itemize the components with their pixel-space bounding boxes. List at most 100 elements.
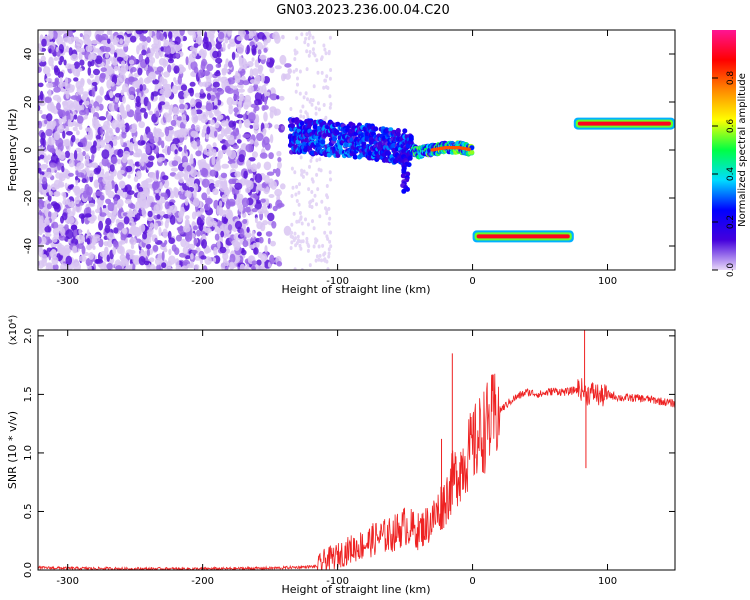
- heatmap-noise-blob: [161, 251, 165, 262]
- heatmap-noise-blob: [171, 84, 179, 95]
- heatmap-noise-blob: [177, 171, 185, 178]
- heatmap-noise-blob: [245, 143, 254, 153]
- snr-x-tick-label: 100: [598, 576, 617, 587]
- heatmap-noise-blob: [178, 190, 182, 196]
- heatmap-noise-blob: [256, 259, 262, 266]
- heatmap-noise-blob: [284, 63, 292, 68]
- heatmap-noise-blob: [175, 53, 180, 58]
- heatmap-noise-blob: [298, 211, 302, 215]
- heatmap-noise-blob: [86, 244, 93, 251]
- heatmap-noise-blob: [324, 78, 327, 83]
- heatmap-noise-blob: [303, 40, 307, 45]
- heatmap-noise-blob: [72, 36, 80, 42]
- heatmap-noise-blob: [290, 166, 294, 171]
- heatmap-noise-blob: [280, 125, 286, 131]
- heatmap-noise-blob: [311, 35, 315, 40]
- heatmap-noise-blob: [42, 138, 46, 148]
- heatmap-noise-blob: [45, 155, 49, 165]
- heatmap-noise-blob: [316, 101, 320, 106]
- heatmap-noise-blob: [38, 89, 41, 96]
- heatmap-noise-blob: [227, 61, 233, 68]
- heatmap-noise-blob: [242, 219, 248, 224]
- heatmap-noise-blob: [120, 60, 126, 67]
- heatmap-noise-blob: [39, 174, 43, 181]
- heatmap-noise-blob: [234, 72, 241, 81]
- heatmap-noise-blob: [297, 190, 301, 195]
- heatmap-noise-blob: [74, 196, 80, 205]
- heatmap-noise-blob: [44, 119, 48, 125]
- heatmap-trace-blob: [395, 128, 401, 133]
- heatmap-noise-blob: [308, 200, 312, 205]
- heatmap-noise-blob: [208, 146, 215, 156]
- heatmap-noise-blob: [145, 183, 154, 189]
- heatmap-noise-blob: [174, 43, 182, 52]
- heatmap-noise-blob: [225, 248, 230, 254]
- heatmap-noise-blob: [65, 90, 70, 100]
- heatmap-noise-blob: [197, 69, 204, 79]
- heatmap-noise-blob: [60, 227, 65, 236]
- heatmap-noise-blob: [223, 229, 230, 235]
- heatmap-noise-blob: [179, 225, 183, 232]
- heatmap-noise-blob: [113, 204, 118, 214]
- heatmap-noise-blob: [294, 243, 298, 248]
- heatmap-noise-blob: [199, 92, 206, 98]
- heatmap-noise-blob: [192, 31, 196, 41]
- heatmap-x-tick-label: -300: [56, 276, 79, 287]
- heatmap-noise-blob: [93, 167, 101, 175]
- heatmap-noise-blob: [130, 68, 133, 74]
- heatmap-noise-blob: [157, 157, 163, 163]
- heatmap-noise-blob: [259, 54, 267, 60]
- heatmap-noise-blob: [213, 257, 217, 263]
- heatmap-trace-blob: [405, 186, 410, 192]
- heatmap-noise-blob: [148, 257, 155, 263]
- heatmap-noise-blob: [257, 32, 265, 40]
- heatmap-noise-blob: [120, 102, 124, 113]
- heatmap-noise-blob: [305, 32, 309, 37]
- heatmap-noise-blob: [277, 157, 282, 163]
- heatmap-noise-blob: [326, 236, 330, 241]
- heatmap-noise-blob: [163, 104, 172, 110]
- heatmap-noise-blob: [152, 181, 157, 191]
- heatmap-noise-blob: [82, 91, 89, 97]
- heatmap-noise-blob: [205, 134, 209, 140]
- heatmap-noise-blob: [45, 262, 53, 267]
- heatmap-noise-blob: [139, 200, 147, 208]
- heatmap-noise-blob: [88, 103, 93, 110]
- heatmap-noise-blob: [255, 132, 264, 142]
- heatmap-noise-blob: [166, 145, 171, 156]
- heatmap-noise-blob: [260, 198, 266, 203]
- heatmap-noise-blob: [78, 47, 86, 53]
- heatmap-noise-blob: [221, 68, 230, 74]
- heatmap-noise-blob: [106, 254, 111, 262]
- heatmap-noise-blob: [46, 247, 52, 252]
- heatmap-feature-upper-band: [573, 117, 675, 130]
- heatmap-noise-blob: [102, 176, 111, 185]
- heatmap-noise-blob: [107, 38, 111, 44]
- heatmap-noise-blob: [160, 46, 164, 52]
- heatmap-noise-blob: [307, 187, 311, 192]
- heatmap-noise-blob: [292, 211, 296, 216]
- heatmap-noise-blob: [38, 247, 44, 258]
- heatmap-noise-blob: [298, 182, 301, 187]
- heatmap-noise-blob: [326, 267, 330, 270]
- snr-x-axis-label: Height of straight line (km): [281, 583, 430, 596]
- heatmap-noise-blob: [121, 228, 127, 234]
- heatmap-noise-blob: [173, 187, 178, 195]
- heatmap-noise-blob: [155, 110, 160, 118]
- heatmap-noise-blob: [214, 233, 220, 241]
- heatmap-noise-blob: [240, 96, 244, 102]
- heatmap-noise-blob: [147, 101, 152, 111]
- heatmap-noise-blob: [81, 245, 86, 255]
- heatmap-noise-blob: [40, 215, 44, 226]
- heatmap-noise-blob: [130, 35, 137, 43]
- heatmap-noise-blob: [73, 61, 80, 70]
- heatmap-noise-blob: [133, 206, 138, 215]
- heatmap-noise-blob: [227, 224, 233, 231]
- heatmap-noise-blob: [109, 164, 115, 172]
- heatmap-noise-blob: [73, 114, 78, 120]
- heatmap-noise-blob: [270, 240, 276, 247]
- heatmap-noise-blob: [39, 90, 44, 101]
- heatmap-noise-blob: [271, 221, 277, 229]
- heatmap-noise-blob: [265, 231, 273, 237]
- heatmap-noise-blob: [164, 46, 172, 55]
